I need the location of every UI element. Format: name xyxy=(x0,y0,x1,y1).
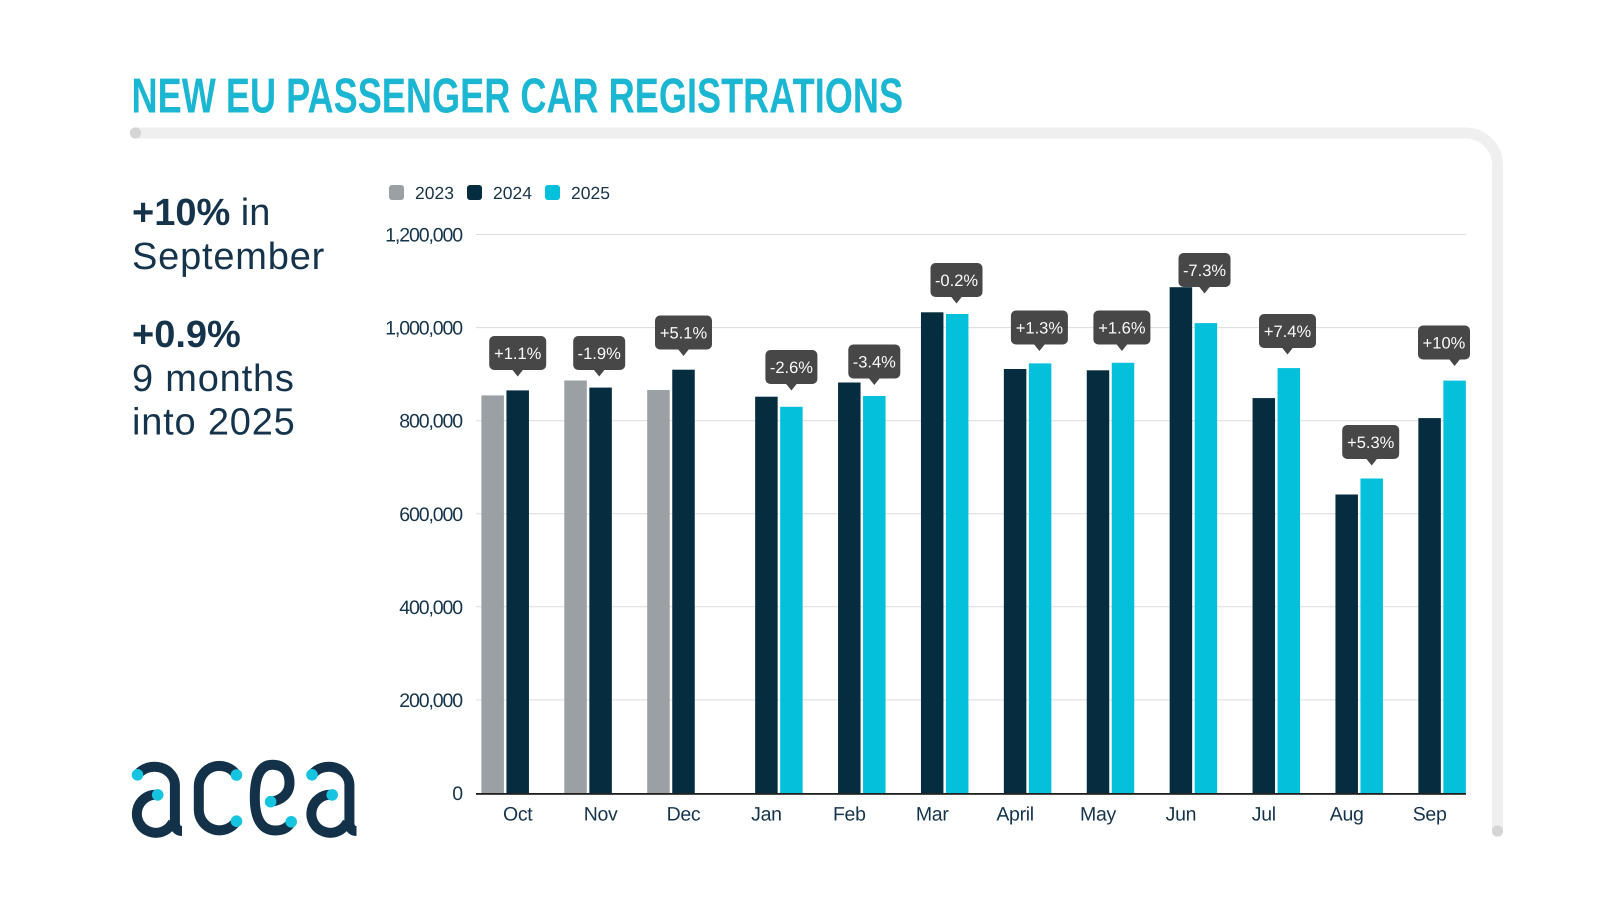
svg-text:Feb: Feb xyxy=(833,804,866,826)
svg-text:1,000,000: 1,000,000 xyxy=(385,318,463,340)
svg-text:600,000: 600,000 xyxy=(399,504,463,526)
svg-text:April: April xyxy=(996,804,1034,826)
svg-text:+10% in: +10% in xyxy=(132,192,270,234)
svg-text:0: 0 xyxy=(452,783,463,805)
svg-text:-7.3%: -7.3% xyxy=(1183,262,1226,280)
svg-text:+5.3%: +5.3% xyxy=(1347,434,1395,452)
svg-text:Mar: Mar xyxy=(916,804,949,826)
svg-text:2023: 2023 xyxy=(415,183,454,203)
svg-text:800,000: 800,000 xyxy=(399,411,463,433)
svg-text:+1.6%: +1.6% xyxy=(1098,320,1146,338)
svg-text:1,200,000: 1,200,000 xyxy=(385,225,463,247)
svg-text:into 2025: into 2025 xyxy=(132,401,296,443)
svg-text:May: May xyxy=(1080,804,1116,826)
svg-text:+10%: +10% xyxy=(1423,335,1466,353)
svg-text:Aug: Aug xyxy=(1330,804,1364,826)
svg-text:Jun: Jun xyxy=(1166,804,1197,826)
svg-text:200,000: 200,000 xyxy=(399,690,463,712)
svg-text:2025: 2025 xyxy=(571,183,610,203)
svg-text:9 months: 9 months xyxy=(132,358,295,400)
svg-text:-3.4%: -3.4% xyxy=(853,354,896,372)
svg-text:+7.4%: +7.4% xyxy=(1264,323,1312,341)
svg-text:September: September xyxy=(132,236,325,278)
svg-text:+1.1%: +1.1% xyxy=(494,345,542,363)
svg-text:Sep: Sep xyxy=(1413,804,1447,826)
svg-text:NEW EU PASSENGER CAR REGISTRAT: NEW EU PASSENGER CAR REGISTRATIONS xyxy=(132,69,904,124)
svg-text:-1.9%: -1.9% xyxy=(578,345,621,363)
svg-text:Jul: Jul xyxy=(1252,804,1276,826)
svg-text:+5.1%: +5.1% xyxy=(660,325,708,343)
svg-text:+1.3%: +1.3% xyxy=(1016,320,1064,338)
svg-text:Dec: Dec xyxy=(667,804,701,826)
svg-text:Jan: Jan xyxy=(751,804,782,826)
svg-text:Nov: Nov xyxy=(584,804,618,826)
svg-text:2024: 2024 xyxy=(493,183,532,203)
svg-text:Oct: Oct xyxy=(503,804,533,826)
svg-text:400,000: 400,000 xyxy=(399,597,463,619)
svg-text:-0.2%: -0.2% xyxy=(935,272,978,290)
svg-text:+0.9%: +0.9% xyxy=(132,314,241,356)
svg-text:-2.6%: -2.6% xyxy=(770,359,813,377)
